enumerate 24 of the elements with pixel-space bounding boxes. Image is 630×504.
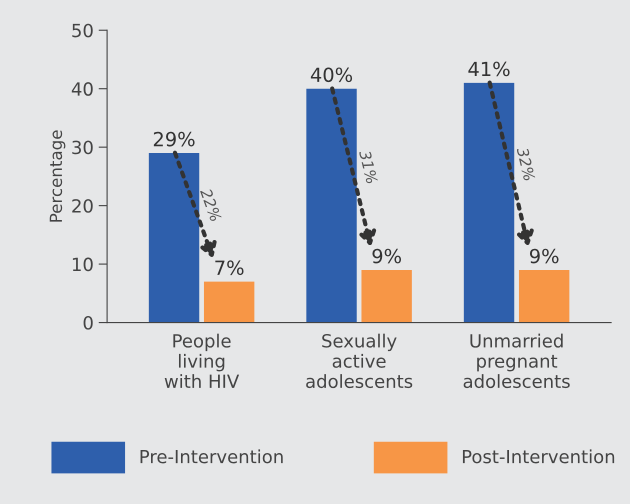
y-tick-label: 40 xyxy=(72,82,93,96)
data-label: 41% xyxy=(468,62,510,76)
bar xyxy=(518,270,570,323)
annotation: 22% xyxy=(200,187,222,222)
data-label: 40% xyxy=(310,67,352,82)
y-tick-label: 0 xyxy=(84,316,93,330)
y-tick-label: 50 xyxy=(72,24,93,38)
data-label: 7% xyxy=(215,260,244,276)
data-label: 29% xyxy=(154,132,195,146)
y-axis-title: Percentage xyxy=(50,130,66,222)
x-tick-label: Sexually active adolescents xyxy=(306,334,412,388)
annotation: 31% xyxy=(358,149,378,184)
y-tick-label: 30 xyxy=(72,140,93,154)
data-label: 9% xyxy=(372,248,402,264)
data-label: 9% xyxy=(530,248,559,264)
legend-label: Pre-Intervention xyxy=(140,449,283,464)
annotation: 32% xyxy=(516,146,536,181)
y-tick-label: 20 xyxy=(72,199,93,213)
y-tick-label: 10 xyxy=(72,258,93,272)
legend-label: Post-Intervention xyxy=(462,449,614,464)
x-tick-label: People living with HIV xyxy=(164,334,240,388)
bar xyxy=(361,270,412,323)
x-tick-label: Unmarried pregnant adolescents xyxy=(464,334,570,388)
bar xyxy=(204,282,254,323)
